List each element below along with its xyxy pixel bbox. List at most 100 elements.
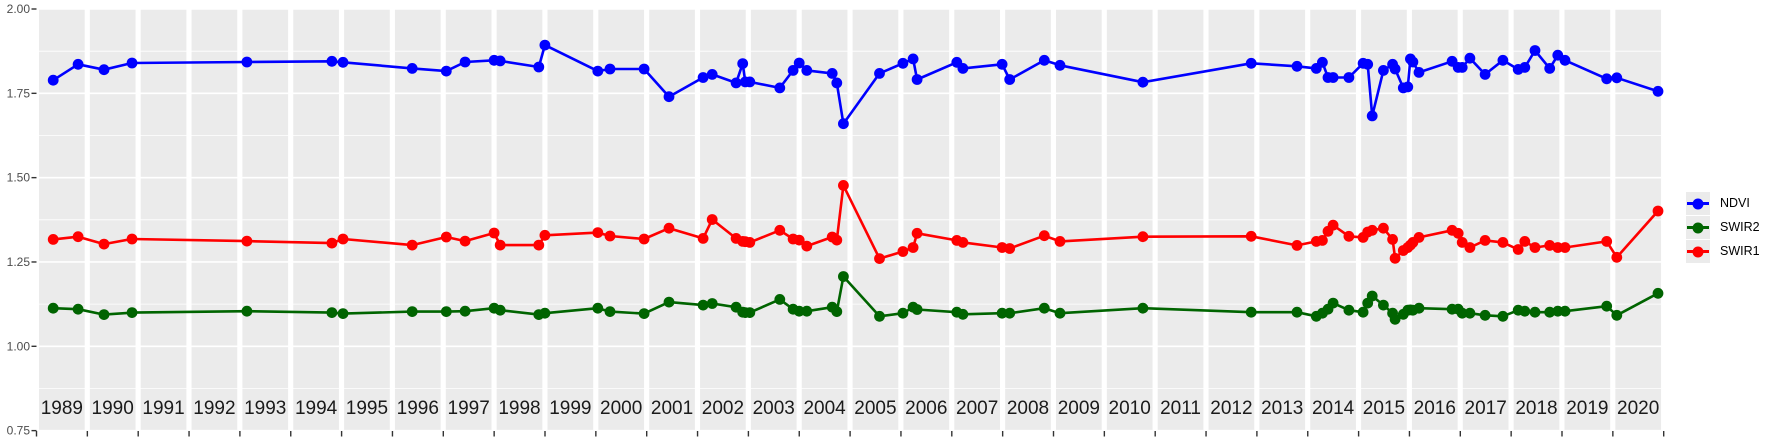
data-point-swir2	[663, 296, 675, 308]
data-point-swir1	[1004, 243, 1016, 254]
data-point-swir1	[1611, 251, 1623, 263]
data-point-swir1	[838, 180, 849, 191]
data-point-swir1	[801, 240, 813, 252]
data-point-ndvi	[1343, 72, 1355, 83]
data-point-swir1	[1378, 222, 1389, 234]
data-point-swir2	[1479, 309, 1491, 321]
data-point-swir2	[874, 310, 885, 322]
data-point-swir2	[337, 308, 349, 319]
data-point-swir1	[1512, 244, 1524, 255]
x-axis-year-label: 2015	[1363, 398, 1405, 419]
legend-entry-swir2: SWIR2	[1686, 216, 1760, 239]
data-point-swir2	[1389, 313, 1401, 325]
data-point-swir2	[440, 306, 452, 317]
data-point-swir1	[1054, 236, 1066, 247]
data-point-swir1	[1529, 242, 1541, 253]
data-point-swir2	[98, 309, 110, 320]
data-point-ndvi	[1464, 52, 1476, 64]
legend-label: SWIR1	[1720, 244, 1760, 259]
data-point-ndvi	[737, 58, 749, 69]
data-point-swir1	[957, 237, 969, 248]
data-point-swir2	[241, 305, 253, 317]
data-point-swir1	[1327, 219, 1339, 231]
data-point-ndvi	[1456, 62, 1468, 73]
x-axis-year-label: 2018	[1515, 398, 1557, 419]
data-point-ndvi	[1519, 62, 1531, 73]
data-point-swir2	[72, 303, 84, 315]
data-point-ndvi	[1245, 57, 1257, 69]
data-point-swir2	[1497, 310, 1509, 322]
data-point-ndvi	[1389, 63, 1401, 75]
data-point-ndvi	[1559, 54, 1571, 66]
data-point-swir1	[406, 239, 418, 251]
data-point-swir2	[1652, 287, 1664, 299]
y-axis-label: 1.75	[7, 86, 31, 100]
data-point-ndvi	[897, 57, 909, 69]
data-point-swir1	[539, 229, 551, 241]
data-point-ndvi	[838, 118, 849, 130]
data-point-ndvi	[1544, 63, 1556, 74]
data-point-swir2	[1366, 290, 1378, 302]
data-point-ndvi	[1479, 69, 1491, 80]
data-point-ndvi	[826, 68, 838, 79]
data-point-ndvi	[1038, 54, 1050, 66]
data-point-swir2	[326, 307, 338, 318]
data-point-ndvi	[1366, 110, 1378, 122]
data-point-swir1	[440, 231, 452, 243]
data-point-swir1	[774, 224, 786, 236]
data-point-swir2	[1054, 307, 1066, 319]
data-point-swir2	[406, 306, 418, 317]
y-axis-label: 1.00	[7, 339, 31, 353]
legend-entry-ndvi: NDVI	[1686, 192, 1760, 215]
x-axis-year-label: 2012	[1210, 398, 1252, 419]
data-point-swir1	[1456, 237, 1468, 248]
data-point-ndvi	[1529, 45, 1541, 56]
data-point-ndvi	[533, 61, 545, 73]
x-axis-year-label: 2010	[1109, 398, 1151, 419]
data-point-swir2	[1611, 309, 1623, 321]
data-point-swir2	[494, 304, 506, 316]
data-point-ndvi	[730, 77, 742, 89]
x-axis-year-label: 2002	[702, 398, 744, 419]
data-point-swir1	[1291, 240, 1303, 251]
x-axis-year-label: 1991	[142, 398, 184, 419]
x-axis-year-label: 2016	[1414, 398, 1456, 419]
data-point-ndvi	[592, 65, 604, 77]
x-axis-year-label: 1989	[41, 398, 83, 419]
data-point-swir2	[996, 307, 1008, 319]
data-point-ndvi	[72, 58, 84, 70]
legend-key-icon	[1686, 216, 1710, 239]
x-axis-year-label: 1992	[193, 398, 235, 419]
data-point-swir1	[793, 234, 805, 246]
data-point-swir2	[1343, 304, 1355, 316]
data-point-ndvi	[831, 77, 843, 89]
data-point-swir1	[1366, 224, 1378, 236]
data-point-ndvi	[1054, 59, 1066, 71]
data-point-swir2	[744, 307, 756, 318]
data-point-swir1	[592, 227, 604, 239]
x-axis-year-label: 2007	[956, 398, 998, 419]
data-point-swir1	[604, 230, 616, 242]
data-point-swir2	[697, 299, 709, 311]
data-point-ndvi	[1497, 54, 1509, 66]
data-point-ndvi	[1611, 72, 1623, 84]
data-point-ndvi	[539, 39, 551, 51]
x-axis-year-label: 2009	[1058, 398, 1100, 419]
data-point-swir1	[744, 237, 756, 248]
x-axis-year-label: 1999	[549, 398, 591, 419]
data-point-ndvi	[663, 91, 675, 103]
data-point-swir1	[663, 222, 675, 234]
data-point-swir1	[1317, 235, 1328, 246]
x-axis-year-label: 1990	[92, 398, 134, 419]
data-point-swir2	[1357, 306, 1369, 318]
legend-point-icon	[1692, 222, 1704, 233]
data-point-ndvi	[1004, 74, 1016, 85]
x-axis-year-label: 2001	[651, 398, 693, 419]
data-point-swir1	[1387, 234, 1398, 245]
x-axis-year-label: 1994	[295, 398, 338, 419]
data-point-ndvi	[326, 55, 338, 67]
data-point-ndvi	[47, 74, 59, 86]
x-axis-year-label: 1993	[244, 398, 286, 419]
